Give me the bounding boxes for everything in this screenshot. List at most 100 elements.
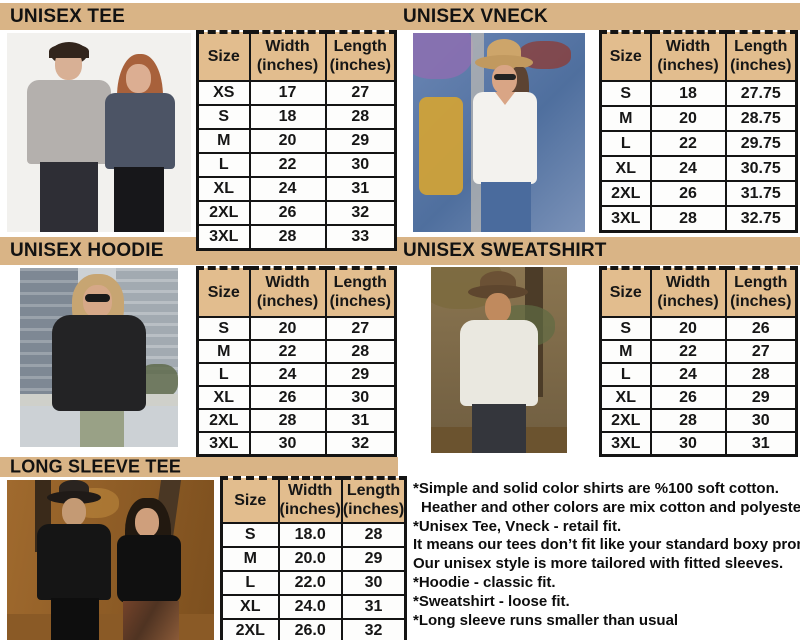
table-row: 2XL 28 31 (196, 408, 397, 433)
table-row: M 22 28 (196, 339, 397, 364)
photo-art-shape (47, 491, 101, 504)
size-cell: XL (599, 155, 652, 182)
width-cell: 24 (248, 362, 327, 387)
width-cell: 24 (649, 362, 727, 387)
table-row: M 22 27 (599, 339, 798, 364)
section-title-unisex-vneck: UNISEX VNECK (403, 5, 548, 27)
photo-art-shape (62, 498, 86, 526)
long-sleeve-tee-size-table: Size Width (inches) Length (inches) S 18.0 2… (220, 476, 408, 640)
photo-art-shape (473, 92, 537, 184)
photo-art-shape (117, 535, 181, 603)
section-title-unisex-sweatshirt: UNISEX SWEATSHIRT (403, 240, 607, 261)
table-row: XL 24.0 31 (220, 594, 407, 620)
long-sleeve-tee-photo (7, 480, 214, 640)
length-cell: 27 (324, 80, 397, 106)
width-cell: 17 (248, 80, 327, 106)
width-cell: 22 (649, 339, 727, 364)
table-header-row: Size Width (inches) Length (inches) (599, 30, 798, 82)
length-column-header: Length (inches) (724, 30, 798, 82)
table-row: L 24 28 (599, 362, 798, 387)
top-header-band: UNISEX TEE UNISEX VNECK (0, 3, 800, 30)
width-cell: 20 (248, 128, 327, 154)
size-cell: XL (599, 385, 652, 410)
length-cell: 28.75 (724, 105, 798, 132)
length-cell: 32 (340, 618, 407, 640)
note-line: Our unisex style is more tailored with f… (413, 555, 784, 573)
table-row: 2XL 26 31.75 (599, 180, 798, 207)
table-row: S 18 27.75 (599, 80, 798, 107)
length-cell: 28 (724, 362, 798, 387)
unisex-vneck-size-table: Size Width (inches) Length (inches) S 18 27.… (599, 30, 798, 233)
length-cell: 27.75 (724, 80, 798, 107)
table-row: 3XL 30 32 (196, 431, 397, 457)
size-cell: S (599, 80, 652, 107)
length-cell: 27 (324, 316, 397, 341)
width-cell: 20.0 (277, 546, 343, 572)
size-cell: M (599, 339, 652, 364)
width-cell: 24 (248, 176, 327, 202)
length-cell: 28 (324, 104, 397, 130)
length-cell: 31.75 (724, 180, 798, 207)
table-row: XL 26 29 (599, 385, 798, 410)
length-cell: 30.75 (724, 155, 798, 182)
length-cell: 32 (324, 200, 397, 226)
width-cell: 26.0 (277, 618, 343, 640)
length-cell: 30 (324, 385, 397, 410)
size-cell: M (599, 105, 652, 132)
photo-art-shape (105, 93, 175, 169)
size-cell: 2XL (599, 180, 652, 207)
size-cell: XL (196, 176, 251, 202)
photo-art-shape (481, 182, 531, 232)
width-cell: 28 (248, 408, 327, 433)
note-line: *Hoodie - classic fit. (413, 573, 556, 591)
length-column-header: Length (inches) (340, 476, 407, 524)
width-cell: 28 (649, 205, 727, 233)
width-column-header: Width (inches) (248, 30, 327, 82)
unisex-sweatshirt-photo (431, 267, 567, 453)
photo-art-shape (51, 598, 99, 640)
section-title-long-sleeve-tee: LONG SLEEVE TEE (10, 456, 182, 477)
size-cell: M (220, 546, 280, 572)
size-cell: XL (196, 385, 251, 410)
length-cell: 31 (340, 594, 407, 620)
size-cell: L (196, 362, 251, 387)
size-cell: L (599, 362, 652, 387)
note-line: *Unisex Tee, Vneck - retail fit. (413, 517, 622, 535)
size-cell: M (196, 128, 251, 154)
length-cell: 31 (324, 176, 397, 202)
length-cell: 30 (340, 570, 407, 596)
photo-art-shape (40, 162, 98, 232)
width-cell: 20 (649, 316, 727, 341)
width-cell: 26 (248, 385, 327, 410)
table-row: 2XL 26 32 (196, 200, 397, 226)
width-column-header: Width (inches) (649, 266, 727, 318)
width-cell: 24.0 (277, 594, 343, 620)
photo-art-shape (52, 315, 146, 411)
table-row: S 20 27 (196, 316, 397, 341)
unisex-tee-size-table: Size Width (inches) Length (inches) XS 17 27… (196, 30, 397, 251)
photo-art-shape (123, 601, 179, 640)
table-row: 3XL 28 32.75 (599, 205, 798, 233)
photo-art-shape (495, 92, 515, 105)
size-cell: L (220, 570, 280, 596)
middle-header-band: UNISEX HOODIE UNISEX SWEATSHIRT (0, 237, 800, 265)
width-cell: 22 (248, 339, 327, 364)
size-cell: 3XL (599, 431, 652, 457)
width-cell: 28 (248, 224, 327, 251)
length-cell: 29 (324, 128, 397, 154)
size-cell: 2XL (196, 200, 251, 226)
note-line: *Simple and solid color shirts are %100 … (413, 480, 779, 497)
width-column-header: Width (inches) (248, 266, 327, 318)
size-column-header: Size (196, 30, 251, 82)
width-cell: 20 (248, 316, 327, 341)
note-line: Heather and other colors are mix cotton … (421, 498, 800, 516)
note-line: *Sweatshirt - loose fit. (413, 592, 570, 610)
size-cell: L (599, 130, 652, 157)
unisex-tee-photo (7, 33, 191, 232)
table-header-row: Size Width (inches) Length (inches) (220, 476, 407, 524)
table-row: XL 24 30.75 (599, 155, 798, 182)
photo-art-shape (80, 411, 124, 447)
fit-notes: *Simple and solid color shirts are %100 … (413, 480, 800, 630)
width-cell: 24 (649, 155, 727, 182)
